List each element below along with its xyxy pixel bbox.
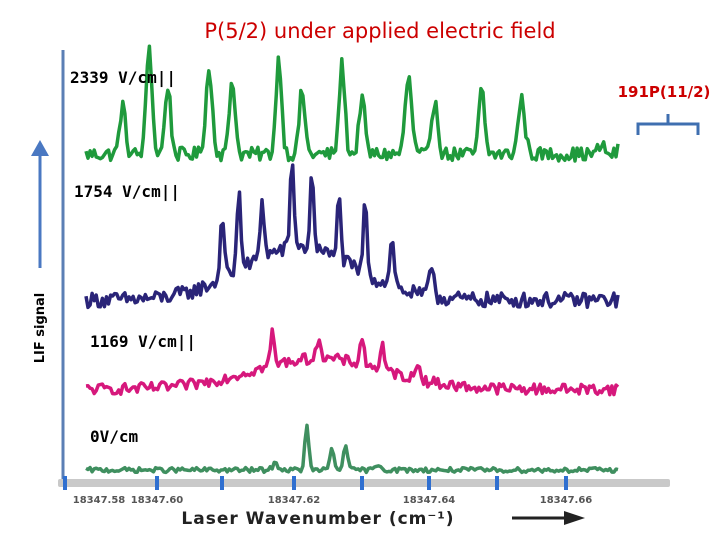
x-tick-label-4: 18347.66 bbox=[540, 495, 593, 506]
y-axis-label: LIF signal bbox=[33, 293, 48, 364]
x-tick-1 bbox=[155, 476, 159, 490]
x-tick-3 bbox=[427, 476, 431, 490]
x-tick-label-3: 18347.64 bbox=[403, 495, 456, 506]
series-label-0: 2339 V/cm|| bbox=[70, 68, 176, 88]
x-tick-label-1: 18347.60 bbox=[131, 495, 184, 506]
chart-title: P(5/2) under applied electric field bbox=[204, 19, 555, 43]
series-label-1: 1754 V/cm|| bbox=[74, 182, 180, 202]
x-tick-0 bbox=[63, 476, 67, 490]
series-label-2: 1169 V/cm|| bbox=[90, 332, 196, 352]
x-tick-label-2: 18347.62 bbox=[268, 495, 321, 506]
x-axis-ticks bbox=[63, 476, 568, 490]
series-labels: 2339 V/cm|| 1754 V/cm|| 1169 V/cm|| 0V/cm bbox=[70, 68, 196, 446]
x-minor-tick-0 bbox=[220, 476, 224, 490]
series-line-2 bbox=[85, 327, 620, 397]
series-line-3 bbox=[85, 423, 619, 475]
annotation-bracket bbox=[636, 114, 700, 135]
series-line-1 bbox=[84, 163, 620, 310]
x-tick-2 bbox=[292, 476, 296, 490]
series-line-0 bbox=[84, 44, 620, 163]
x-axis-label: Laser Wavenumber (cm⁻¹) bbox=[181, 509, 454, 529]
series-label-3: 0V/cm bbox=[90, 427, 139, 446]
x-minor-tick-2 bbox=[495, 476, 499, 490]
x-axis-tick-labels: 18347.58 18347.60 18347.62 18347.64 18347.66 bbox=[73, 495, 593, 506]
x-tick-4 bbox=[564, 476, 568, 490]
y-axis-arrow-icon bbox=[31, 140, 49, 156]
series-layer bbox=[84, 44, 620, 475]
x-tick-label-0: 18347.58 bbox=[73, 495, 126, 506]
x-minor-tick-1 bbox=[360, 476, 364, 490]
x-axis-arrow-icon bbox=[564, 511, 585, 525]
annotation-label: 191P(11/2) bbox=[618, 83, 711, 101]
